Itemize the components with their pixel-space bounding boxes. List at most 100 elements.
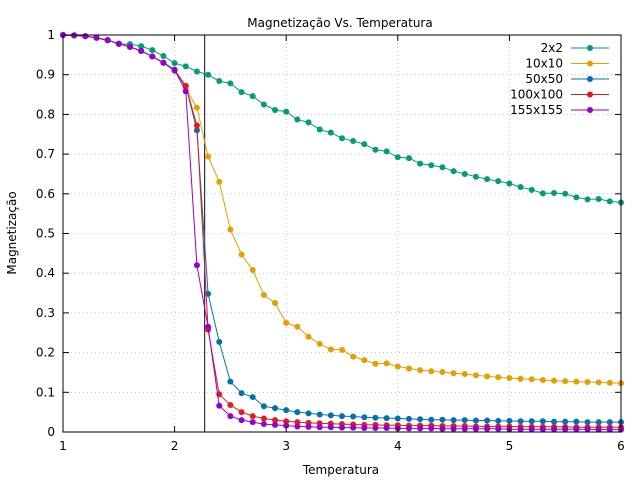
- data-point: [361, 141, 368, 148]
- y-tick-label: 0.4: [36, 266, 55, 280]
- data-point: [517, 418, 524, 425]
- data-point: [428, 162, 435, 169]
- data-point: [294, 423, 301, 430]
- data-point: [272, 421, 279, 428]
- data-point: [506, 180, 513, 187]
- data-point: [193, 122, 200, 129]
- data-point: [405, 365, 412, 372]
- data-point: [428, 425, 435, 432]
- x-tick-label: 2: [171, 439, 179, 453]
- legend-label: 50x50: [525, 72, 563, 86]
- data-point: [394, 363, 401, 370]
- data-point: [249, 394, 256, 401]
- data-point: [350, 424, 357, 431]
- data-point: [294, 323, 301, 330]
- data-point: [539, 190, 546, 197]
- data-point: [339, 413, 345, 420]
- data-point: [249, 419, 256, 426]
- data-point: [472, 173, 479, 180]
- y-tick-label: 0.6: [36, 187, 55, 201]
- data-point: [283, 108, 290, 115]
- data-point: [272, 107, 279, 114]
- legend-swatch-marker: [587, 76, 593, 82]
- data-point: [417, 367, 424, 374]
- data-point: [216, 178, 223, 185]
- data-point: [405, 155, 412, 162]
- x-tick-label: 3: [282, 439, 290, 453]
- data-point: [339, 346, 345, 353]
- data-point: [450, 168, 457, 175]
- data-point: [461, 170, 468, 177]
- data-point: [472, 425, 479, 432]
- data-point: [149, 53, 156, 60]
- data-point: [104, 37, 111, 44]
- x-axis-label: Temperatura: [302, 463, 379, 477]
- data-point: [272, 417, 279, 424]
- data-point: [294, 419, 301, 426]
- data-point: [372, 425, 379, 432]
- data-point: [171, 60, 178, 67]
- data-point: [260, 415, 267, 422]
- y-tick-label: 0.2: [36, 346, 55, 360]
- data-point: [562, 426, 569, 433]
- data-point: [182, 63, 189, 70]
- y-tick-label: 0.7: [36, 147, 55, 161]
- data-point: [361, 425, 368, 432]
- data-point: [551, 426, 558, 433]
- data-point: [551, 190, 558, 197]
- data-point: [82, 33, 89, 40]
- data-point: [216, 338, 223, 345]
- data-point: [205, 153, 212, 160]
- data-point: [528, 426, 535, 433]
- data-point: [394, 415, 401, 422]
- data-point: [528, 376, 535, 383]
- data-point: [383, 148, 390, 155]
- data-point: [573, 418, 580, 425]
- data-point: [484, 176, 491, 183]
- data-point: [417, 160, 424, 167]
- data-point: [260, 403, 267, 410]
- data-point: [115, 40, 122, 47]
- data-point: [573, 194, 580, 201]
- data-point: [428, 368, 435, 375]
- data-point: [205, 323, 212, 330]
- data-point: [439, 164, 446, 171]
- data-point: [260, 292, 267, 299]
- data-point: [227, 226, 234, 233]
- data-point: [227, 80, 234, 87]
- data-point: [249, 267, 256, 274]
- data-point: [238, 251, 245, 258]
- data-point: [539, 376, 546, 383]
- legend-swatch-marker: [587, 45, 593, 51]
- data-point: [495, 374, 502, 381]
- y-tick-label: 0.3: [36, 306, 55, 320]
- data-point: [160, 53, 167, 60]
- data-point: [160, 59, 167, 66]
- data-point: [193, 68, 200, 75]
- data-point: [439, 416, 446, 423]
- data-point: [272, 299, 279, 306]
- data-point: [283, 407, 290, 414]
- data-point: [562, 378, 569, 385]
- data-point: [238, 89, 245, 96]
- data-point: [238, 417, 245, 424]
- data-point: [517, 375, 524, 382]
- data-point: [551, 418, 558, 425]
- data-point: [551, 377, 558, 384]
- data-point: [260, 421, 267, 428]
- data-point: [584, 419, 591, 426]
- data-point: [595, 419, 602, 426]
- data-point: [383, 360, 390, 367]
- data-point: [182, 82, 189, 89]
- data-point: [138, 47, 145, 54]
- data-point: [171, 66, 178, 73]
- data-point: [405, 425, 412, 432]
- data-point: [283, 319, 290, 326]
- chart-title: Magnetização Vs. Temperatura: [247, 16, 432, 30]
- legend-swatch-marker: [587, 107, 593, 113]
- x-tick-label: 5: [506, 439, 514, 453]
- data-point: [372, 414, 379, 421]
- data-point: [260, 101, 267, 108]
- data-point: [138, 43, 145, 50]
